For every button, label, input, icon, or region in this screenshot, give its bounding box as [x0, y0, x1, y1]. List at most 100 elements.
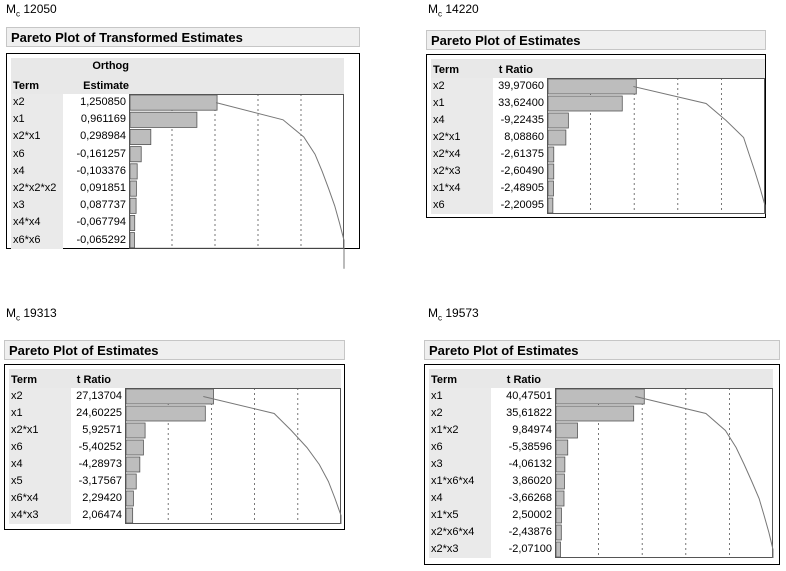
bar: [555, 507, 562, 524]
term-label: x2: [9, 388, 71, 405]
cumulative-line: [635, 396, 774, 558]
cumulative-line: [215, 102, 345, 269]
estimate-value: -3,66268: [508, 492, 552, 504]
bar: [129, 232, 135, 249]
bar: [125, 388, 214, 405]
column-header-term: Term: [11, 374, 38, 386]
estimate-value: 1,250850: [80, 96, 126, 108]
column-header-term: Term: [433, 64, 460, 76]
bar: [125, 507, 134, 524]
bar: [125, 405, 206, 422]
term-label: x2*x4: [431, 146, 493, 163]
estimate-value: 3,86020: [512, 475, 552, 487]
panel-body: Term t Ratio x2 27,13704 x1 24,60225 x2*x1 5,92…: [4, 364, 345, 530]
column-header-term: Term: [13, 80, 40, 92]
panel-title: Pareto Plot of Estimates: [424, 340, 780, 360]
term-label: x2*x3: [431, 163, 493, 180]
term-label: x2*x1: [11, 128, 63, 146]
bar: [547, 78, 637, 95]
term-label: x6: [9, 439, 71, 456]
bar: [125, 473, 137, 490]
estimate-value: -9,22435: [500, 114, 544, 126]
estimate-value: -2,43876: [508, 526, 552, 538]
estimate-value: -4,28973: [78, 458, 122, 470]
term-label: x3: [11, 197, 63, 215]
panel-title: Pareto Plot of Estimates: [426, 30, 766, 50]
bar: [555, 422, 578, 439]
panel-body: Term t Ratio x1 40,47501 x2 35,61822 x1*x2 9,84…: [424, 364, 780, 565]
bar: [547, 129, 567, 146]
estimate-value: -5,38596: [508, 441, 552, 453]
bar: [547, 180, 554, 197]
bar: [125, 490, 134, 507]
estimate-value: -4,06132: [508, 458, 552, 470]
pareto-plot: [125, 388, 342, 524]
table-header: Term t Ratio: [429, 369, 773, 388]
estimate-value: -2,20095: [500, 199, 544, 211]
bar: [555, 456, 566, 473]
plot-frame: [125, 388, 341, 524]
term-label: x1*x2: [429, 422, 491, 439]
column-header-value: t Ratio: [498, 64, 533, 76]
bar: [129, 146, 142, 163]
bar: [125, 439, 144, 456]
term-label: x4: [429, 490, 491, 507]
estimate-value: 35,61822: [506, 407, 552, 419]
term-label: x6: [11, 145, 63, 163]
estimate-value: 2,29420: [82, 492, 122, 504]
estimate-value: -0,067794: [76, 216, 126, 229]
plot-frame: [555, 388, 773, 558]
estimate-value: -2,48905: [500, 182, 544, 194]
estimate-value: 24,60225: [76, 407, 122, 419]
term-label: x1: [431, 95, 493, 112]
bar: [555, 541, 561, 558]
term-label: x2*x6*x4: [429, 524, 491, 541]
estimate-value: 39,97060: [498, 80, 544, 92]
term-label: x1*x6*x4: [429, 473, 491, 490]
term-label: x4*x4: [11, 214, 63, 232]
bar: [555, 405, 635, 422]
bar: [125, 422, 146, 439]
pareto-panel: Pareto Plot of Estimates Term t Ratio x1 40…: [424, 340, 780, 565]
bar: [129, 94, 218, 111]
bar: [555, 490, 565, 507]
estimate-value: 2,50002: [512, 509, 552, 521]
estimate-value: -3,17567: [78, 475, 122, 487]
pareto-plot: [555, 388, 774, 558]
bar: [547, 95, 623, 112]
estimate-value: -2,61375: [500, 148, 544, 160]
term-label: x1*x5: [429, 507, 491, 524]
column-header-value: t Ratio: [76, 374, 111, 386]
estimate-value: 9,84974: [512, 424, 552, 436]
term-label: x6*x6: [11, 231, 63, 249]
pareto-plot: [547, 78, 766, 214]
bar: [547, 112, 569, 129]
bar: [129, 197, 137, 214]
bar: [555, 388, 645, 405]
term-label: x6: [429, 439, 491, 456]
table-header: Term t Ratio: [431, 59, 765, 78]
plot-frame: [547, 78, 765, 214]
estimate-value: 0,298984: [80, 130, 126, 143]
term-label: x4: [431, 112, 493, 129]
bar: [547, 146, 555, 163]
bar: [129, 163, 138, 180]
term-label: x2: [431, 78, 493, 95]
model-label: Mc 14220: [428, 2, 479, 19]
bar: [547, 163, 555, 180]
pareto-panel: Pareto Plot of Estimates Term t Ratio x2 39…: [426, 30, 766, 218]
estimate-value: 27,13704: [76, 390, 122, 402]
column-header-value: Estimate: [83, 80, 129, 92]
term-label: x4: [9, 456, 71, 473]
column-header-term: Term: [431, 374, 458, 386]
pareto-panel: Pareto Plot of Estimates Term t Ratio x2 27…: [4, 340, 345, 530]
model-label: Mc 12050: [6, 2, 57, 19]
bar: [129, 129, 152, 146]
term-label: x2*x1: [9, 422, 71, 439]
estimate-value: 2,06474: [82, 509, 122, 521]
term-label: x2: [429, 405, 491, 422]
pareto-panel: Pareto Plot of Transformed Estimates Ter…: [6, 27, 360, 269]
term-label: x2*x2*x2: [11, 180, 63, 198]
estimate-value: 0,961169: [80, 113, 126, 126]
estimate-value: 33,62400: [498, 97, 544, 109]
